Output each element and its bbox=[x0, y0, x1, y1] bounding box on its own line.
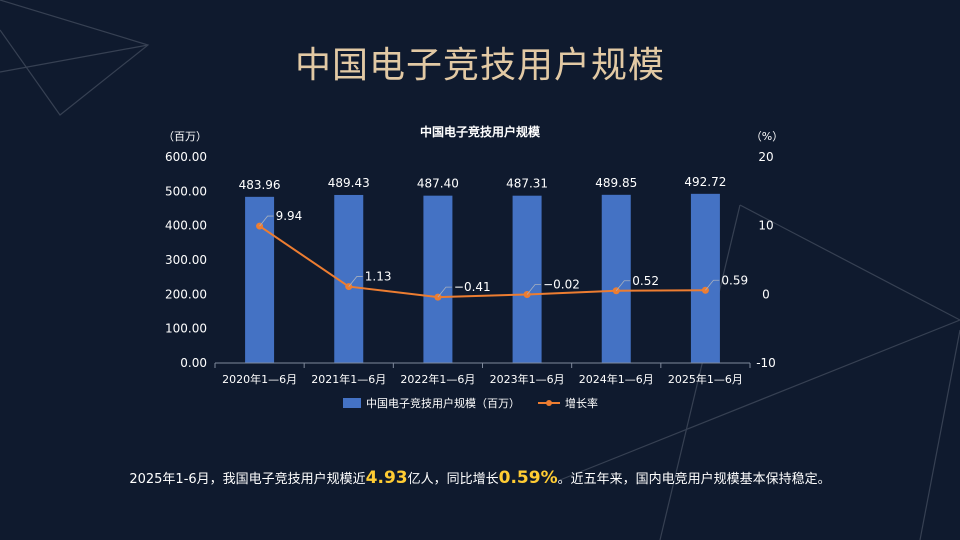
right-decor-line bbox=[739, 204, 960, 321]
growth-rate-label: 0.59 bbox=[721, 273, 748, 287]
growth-rate-leader bbox=[348, 276, 363, 287]
summary-text: 2025年1-6月，我国电子竞技用户规模近4.93亿人，同比增长0.59%。近五… bbox=[0, 468, 960, 488]
growth-rate-label: −0.41 bbox=[454, 280, 491, 294]
bar-value-label: 492.72 bbox=[684, 175, 726, 189]
left-axis-unit: （百万） bbox=[163, 130, 207, 143]
left-tick-label: 400.00 bbox=[165, 219, 207, 233]
left-tick-label: 0.00 bbox=[180, 356, 207, 370]
right-decor-line bbox=[659, 204, 741, 540]
right-axis: 20 10 0 -10 bbox=[756, 150, 776, 370]
legend: 中国电子竞技用户规模（百万） 增长率 bbox=[343, 396, 598, 410]
legend-bar-label: 中国电子竞技用户规模（百万） bbox=[366, 396, 520, 410]
top-left-decor-line bbox=[0, 44, 149, 73]
right-tick-label: 10 bbox=[758, 219, 773, 233]
bar-value-label: 487.31 bbox=[506, 177, 548, 191]
bar-series: 483.96 489.43 487.40 487.31 489.85 492.72 bbox=[239, 175, 726, 363]
bar-value-label: 489.85 bbox=[595, 176, 637, 190]
x-tick-label: 2024年1—6月 bbox=[579, 372, 654, 386]
left-tick-label: 500.00 bbox=[165, 184, 207, 198]
left-tick-label: 200.00 bbox=[165, 287, 207, 301]
bar bbox=[245, 196, 275, 363]
legend-bar-swatch bbox=[343, 398, 361, 408]
bar bbox=[601, 194, 631, 363]
bar bbox=[512, 195, 542, 363]
growth-rate-label: −0.02 bbox=[543, 277, 580, 291]
growth-rate-leader bbox=[615, 280, 631, 292]
x-tick-label: 2025年1—6月 bbox=[668, 372, 743, 386]
summary-highlight-users: 4.93 bbox=[365, 468, 408, 488]
slide-title: 中国电子竞技用户规模 bbox=[294, 45, 665, 86]
right-decor-line bbox=[919, 329, 960, 540]
right-axis-unit: （%） bbox=[751, 130, 783, 143]
right-tick-label: 20 bbox=[758, 150, 773, 164]
x-axis: 2020年1—6月 2021年1—6月 2022年1—6月 2023年1—6月 2024… bbox=[214, 362, 751, 386]
chart-title: 中国电子竞技用户规模 bbox=[420, 124, 541, 139]
x-tick-label: 2020年1—6月 bbox=[222, 372, 297, 386]
growth-rate-line bbox=[259, 225, 706, 299]
growth-rate-leader bbox=[705, 279, 720, 291]
growth-rate-leader bbox=[437, 286, 452, 298]
x-tick-label: 2023年1—6月 bbox=[490, 372, 565, 386]
summary-part-3: 。近五年来，国内电竞用户规模基本保持稳定。 bbox=[557, 472, 831, 487]
legend-line-label: 增长率 bbox=[565, 396, 598, 410]
bar bbox=[423, 195, 453, 363]
x-tick-label: 2021年1—6月 bbox=[311, 372, 386, 386]
bar bbox=[690, 193, 720, 363]
right-tick-label: -10 bbox=[756, 356, 776, 370]
right-decor-line bbox=[559, 319, 960, 481]
growth-rate-label: 0.52 bbox=[632, 274, 659, 288]
growth-rate-leader bbox=[259, 215, 274, 227]
line-series: 9.94 1.13 −0.41 −0.02 0.52 0.59 bbox=[256, 209, 748, 301]
growth-rate-label: 9.94 bbox=[276, 209, 303, 223]
left-tick-label: 300.00 bbox=[165, 253, 207, 267]
bar-value-label: 483.96 bbox=[239, 178, 281, 192]
left-tick-label: 600.00 bbox=[165, 150, 207, 164]
summary-part-1: 2025年1-6月，我国电子竞技用户规模近 bbox=[129, 472, 366, 487]
bar-value-label: 489.43 bbox=[328, 176, 370, 190]
legend-line-marker bbox=[546, 400, 552, 406]
summary-part-2: 亿人，同比增长 bbox=[407, 472, 499, 487]
left-tick-label: 100.00 bbox=[165, 322, 207, 336]
right-tick-label: 0 bbox=[762, 287, 770, 301]
growth-rate-leader bbox=[526, 284, 542, 295]
top-left-decor-line bbox=[0, 0, 150, 116]
left-axis: 600.00 500.00 400.00 300.00 200.00 100.00 0.00 bbox=[165, 150, 207, 370]
x-tick-label: 2022年1—6月 bbox=[400, 372, 475, 386]
bar-value-label: 487.40 bbox=[417, 177, 459, 191]
summary-highlight-growth: 0.59% bbox=[498, 468, 558, 488]
growth-rate-label: 1.13 bbox=[365, 270, 392, 284]
